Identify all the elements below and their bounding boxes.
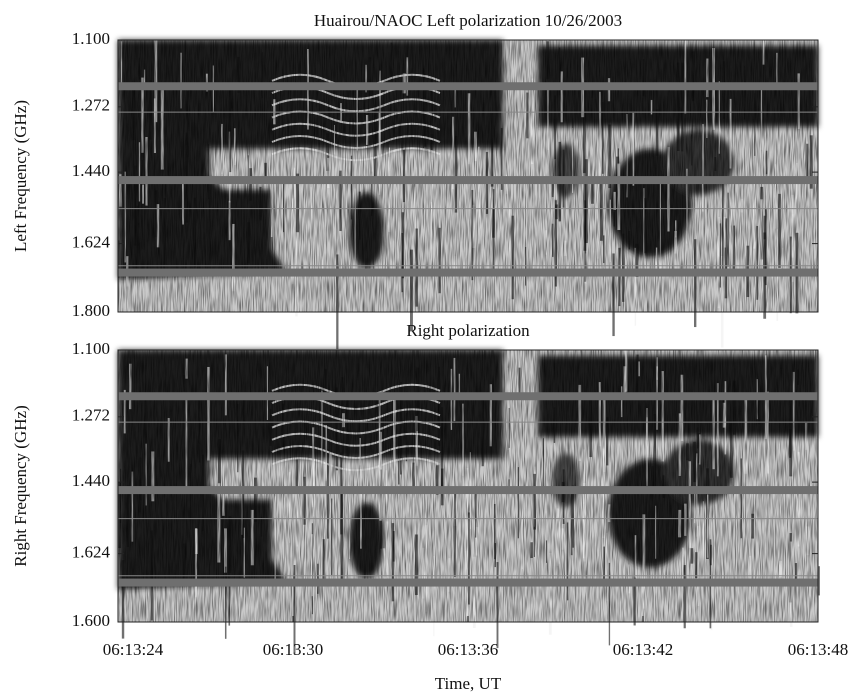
gray-band bbox=[118, 268, 818, 277]
x-tick-label: 06:13:24 bbox=[103, 640, 164, 659]
gray-band bbox=[118, 486, 818, 495]
y-tick-label: 1.624 bbox=[72, 543, 111, 562]
spectrogram bbox=[118, 350, 820, 654]
y-tick-label: 1.624 bbox=[72, 233, 111, 252]
y-tick-label: 1.800 bbox=[72, 301, 110, 320]
y-tick-label: 1.100 bbox=[72, 29, 110, 48]
x-tick-label: 06:13:48 bbox=[788, 640, 848, 659]
y-axis-label: Left Frequency (GHz) bbox=[11, 100, 30, 252]
y-tick-label: 1.272 bbox=[72, 96, 110, 115]
y-tick-label: 1.600 bbox=[72, 611, 110, 630]
x-axis-label: Time, UT bbox=[435, 674, 502, 693]
x-tick-label: 06:13:36 bbox=[438, 640, 498, 659]
y-tick-label: 1.272 bbox=[72, 406, 110, 425]
panel-title: Huairou/NAOC Left polarization 10/26/200… bbox=[314, 11, 622, 30]
gray-band bbox=[118, 82, 818, 91]
plot-frame bbox=[117, 39, 819, 313]
y-axis-label: Right Frequency (GHz) bbox=[11, 405, 30, 566]
x-tick-label: 06:13:42 bbox=[613, 640, 673, 659]
gray-band bbox=[118, 578, 818, 587]
y-tick-label: 1.440 bbox=[72, 471, 110, 490]
y-tick-label: 1.440 bbox=[72, 161, 110, 180]
streak bbox=[817, 566, 820, 596]
spectrogram bbox=[118, 40, 818, 350]
gray-band bbox=[118, 176, 818, 185]
x-tick-label: 06:13:30 bbox=[263, 640, 323, 659]
panel-title: Right polarization bbox=[406, 321, 530, 340]
y-tick-label: 1.100 bbox=[72, 339, 110, 358]
gray-band bbox=[118, 392, 818, 401]
